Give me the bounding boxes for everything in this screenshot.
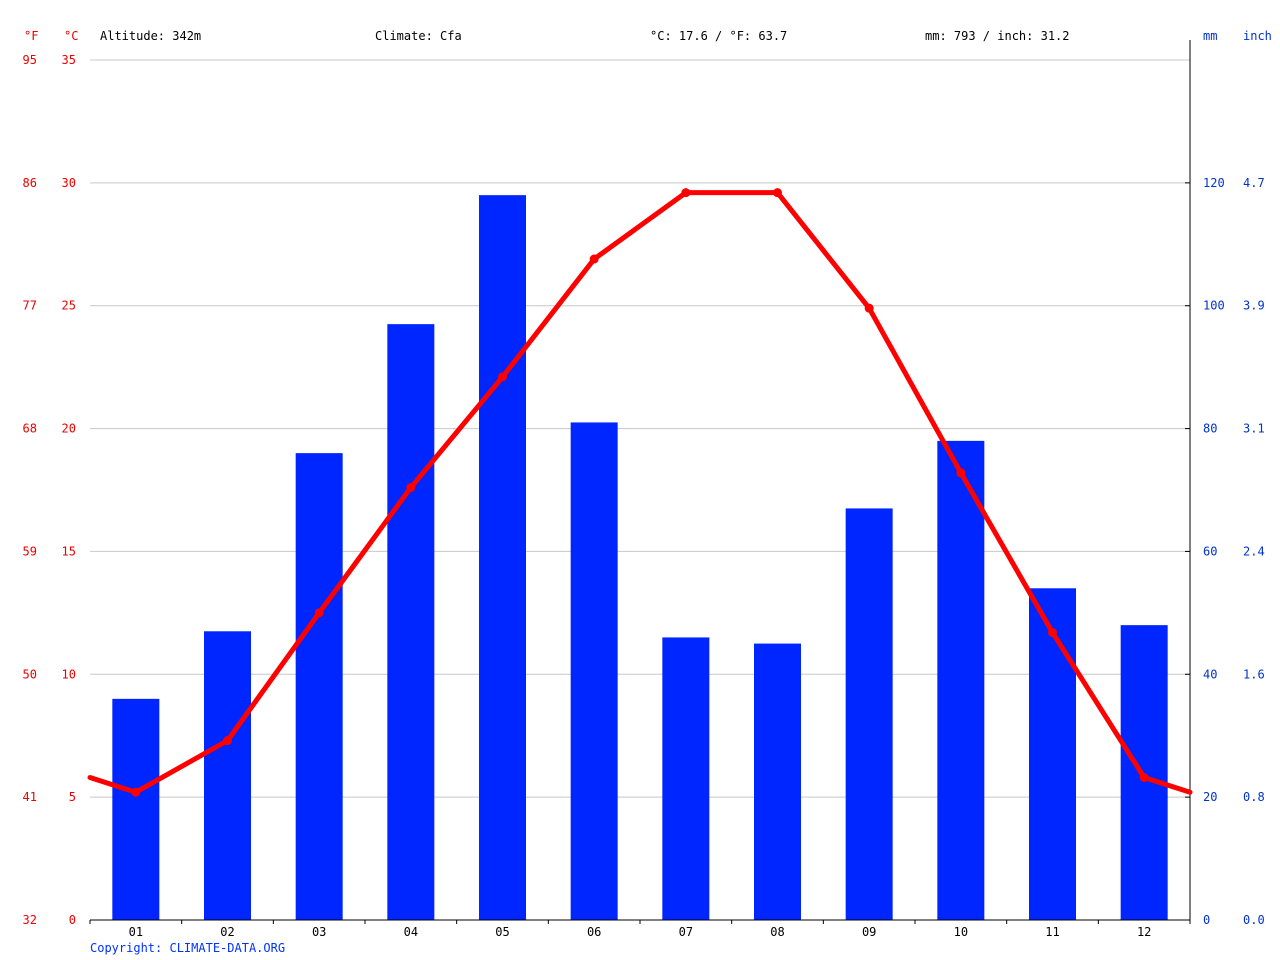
celsius-tick-label: 0	[69, 913, 76, 927]
temperature-point	[131, 787, 141, 797]
gridlines	[90, 59, 1190, 798]
temperature-point	[681, 188, 691, 198]
month-tick-label: 08	[770, 925, 784, 939]
month-tick-label: 12	[1137, 925, 1151, 939]
climate-label: Climate: Cfa	[375, 29, 462, 43]
inch-tick-label: 2.4	[1243, 544, 1265, 558]
fahrenheit-tick-label: 68	[23, 422, 37, 436]
mm-tick-label: 0	[1203, 913, 1210, 927]
temperature-point	[773, 188, 782, 198]
month-tick-label: 10	[954, 925, 968, 939]
precipitation-bar	[1029, 588, 1076, 920]
fahrenheit-tick-label: 77	[23, 299, 37, 313]
fahrenheit-tick-label: 32	[23, 913, 37, 927]
precipitation-bar	[937, 440, 985, 920]
temperature-point	[498, 372, 507, 382]
mm-tick-label: 80	[1203, 422, 1217, 436]
temperature-point	[1048, 628, 1057, 638]
temperature-series-line	[87, 190, 1193, 795]
precipitation-bar	[295, 453, 343, 920]
celsius-unit-label: °C	[64, 29, 78, 43]
temperature-point	[589, 254, 599, 264]
fahrenheit-tick-label: 95	[23, 53, 37, 67]
month-labels: 01 02 03 04 05 06 07 08 09 10 11 12	[129, 925, 1152, 939]
fahrenheit-tick-label: 59	[23, 544, 37, 558]
precipitation-total-label: mm: 793 / inch: 31.2	[925, 29, 1070, 43]
precipitation-bar	[662, 637, 710, 920]
month-tick-label: 05	[495, 925, 509, 939]
temperature-point	[406, 483, 416, 493]
precipitation-axis: 0 0.0 20 0.8 40 1.6 60 2.4 80 3.1 100 3.9 120 4.7	[1185, 176, 1265, 927]
inch-tick-label: 0.8	[1243, 790, 1265, 804]
copyright-link[interactable]: Copyright: CLIMATE-DATA.ORG	[90, 941, 285, 955]
celsius-tick-label: 35	[62, 53, 76, 67]
mm-tick-label: 60	[1203, 544, 1217, 558]
precipitation-bar	[204, 631, 251, 920]
month-tick-label: 01	[129, 925, 143, 939]
temperature-point	[864, 303, 874, 313]
axis-lines	[89, 40, 1191, 924]
precipitation-bar	[112, 698, 160, 920]
temperature-line	[87, 188, 1193, 797]
celsius-tick-label: 5	[69, 790, 76, 804]
fahrenheit-tick-label: 50	[23, 667, 37, 681]
celsius-tick-label: 25	[62, 299, 76, 313]
precipitation-bar	[1120, 625, 1168, 920]
mm-tick-label: 20	[1203, 790, 1217, 804]
celsius-tick-label: 15	[62, 544, 76, 558]
month-tick-label: 07	[679, 925, 693, 939]
fahrenheit-tick-label: 86	[23, 176, 37, 190]
month-tick-label: 09	[862, 925, 876, 939]
mm-tick-label: 40	[1203, 667, 1217, 681]
celsius-tick-label: 10	[62, 667, 76, 681]
precipitation-bar	[570, 422, 618, 920]
month-tick-label: 11	[1045, 925, 1059, 939]
altitude-label: Altitude: 342m	[100, 29, 201, 43]
temperature-point	[956, 468, 966, 478]
month-tick-label: 06	[587, 925, 601, 939]
temperature-point	[314, 608, 324, 618]
inch-tick-label: 0.0	[1243, 913, 1265, 927]
celsius-tick-label: 20	[62, 422, 76, 436]
mm-tick-label: 100	[1203, 299, 1225, 313]
temperature-point	[223, 736, 232, 746]
inch-tick-label: 3.1	[1243, 422, 1265, 436]
mm-unit-label: mm	[1203, 29, 1217, 43]
celsius-tick-label: 30	[62, 176, 76, 190]
precipitation-bar	[754, 643, 801, 920]
average-temperature-label: °C: 17.6 / °F: 63.7	[650, 29, 787, 43]
precipitation-bar	[845, 508, 893, 920]
month-tick-label: 03	[312, 925, 326, 939]
inch-unit-label: inch	[1243, 29, 1272, 43]
fahrenheit-unit-label: °F	[24, 29, 38, 43]
inch-tick-label: 4.7	[1243, 176, 1265, 190]
precipitation-bars	[112, 195, 1168, 921]
inch-tick-label: 1.6	[1243, 667, 1265, 681]
temperature-point	[1139, 772, 1149, 782]
inch-tick-label: 3.9	[1243, 299, 1265, 313]
month-tick-label: 02	[220, 925, 234, 939]
mm-tick-label: 120	[1203, 176, 1225, 190]
precipitation-bar	[387, 324, 435, 921]
temperature-axis: 0 32 5 41 10 50 15 59 20 68 25 77 30 86 35 95	[23, 53, 76, 927]
precipitation-bar	[479, 195, 526, 921]
month-tick-label: 04	[404, 925, 418, 939]
fahrenheit-tick-label: 41	[23, 790, 37, 804]
